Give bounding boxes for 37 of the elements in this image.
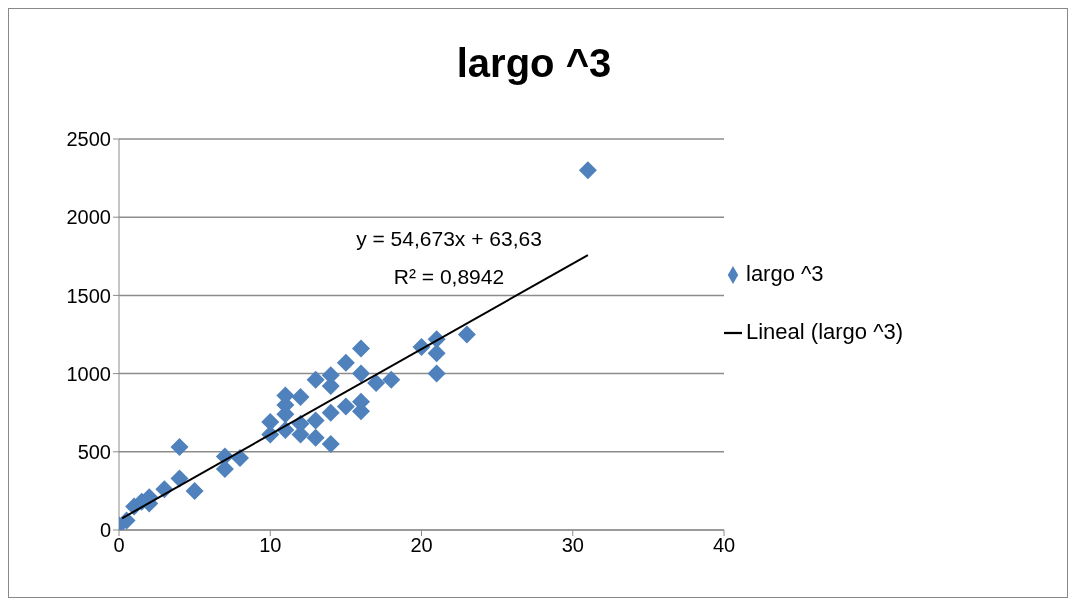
point <box>578 161 597 180</box>
point <box>382 370 401 389</box>
y-tick-label: 1000 <box>66 362 111 385</box>
annotation: y = 54,673x + 63,63 <box>355 227 543 251</box>
point <box>352 364 370 383</box>
point <box>321 434 340 453</box>
point <box>170 438 189 457</box>
point <box>457 325 476 344</box>
x-tick-label: 30 <box>561 534 584 557</box>
point <box>119 511 136 530</box>
point <box>352 339 370 358</box>
x-tick-label: 20 <box>410 534 433 557</box>
point <box>427 344 446 363</box>
point <box>215 460 234 478</box>
point <box>306 411 325 430</box>
x-tick-label: 0 <box>113 534 125 557</box>
legend-label: largo ^3 <box>746 261 824 286</box>
point <box>185 481 204 500</box>
annotation: R² = 0,8942 <box>392 265 506 289</box>
y-tick-label: 2500 <box>66 128 111 151</box>
y-tick-label: 2000 <box>66 206 111 229</box>
legend-label: Lineal (largo ^3) <box>746 319 904 344</box>
y-tick-label: 500 <box>77 440 111 463</box>
y-tick-label: 0 <box>99 519 111 542</box>
x-tick-label: 10 <box>259 534 282 557</box>
point <box>336 353 355 372</box>
point <box>291 388 310 407</box>
point <box>306 428 325 447</box>
point <box>170 469 189 488</box>
point <box>367 373 386 392</box>
chart-title: largo ^3 <box>455 41 613 86</box>
point <box>306 370 325 389</box>
x-tick-label: 40 <box>712 534 736 557</box>
point <box>321 403 340 422</box>
y-tick-label: 1500 <box>66 284 111 307</box>
point <box>336 397 355 416</box>
point <box>427 364 446 383</box>
